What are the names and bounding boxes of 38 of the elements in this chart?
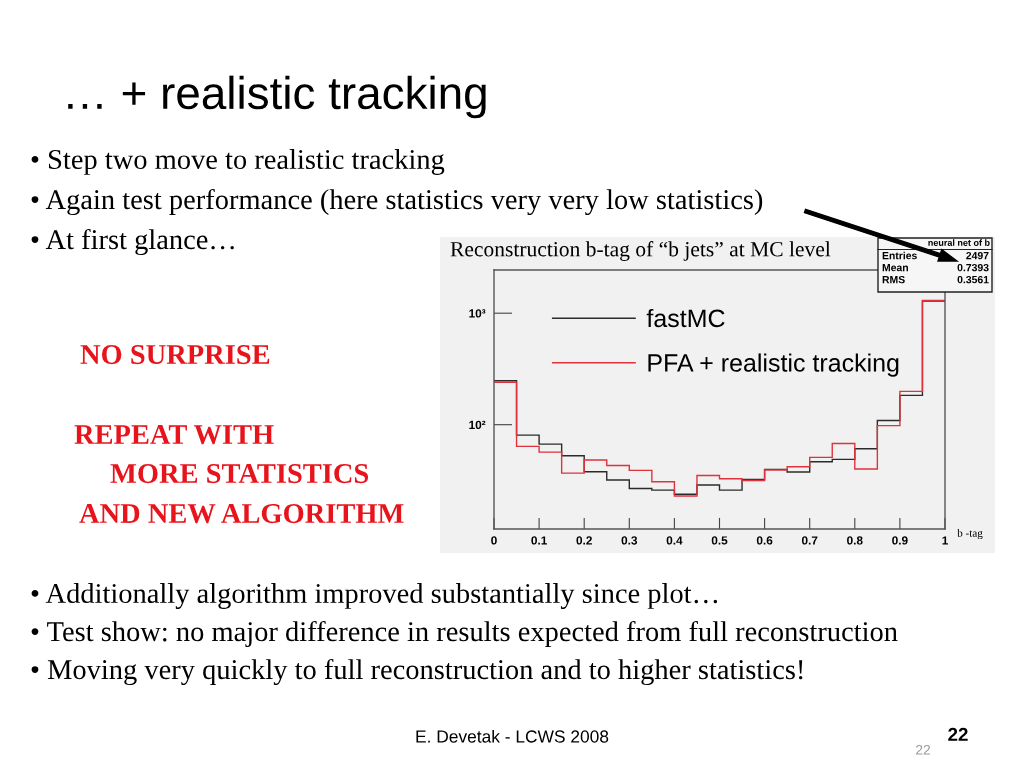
x-tick-label: 0.8 [847,536,863,545]
text: AND NEW ALGORITHM [79,503,404,524]
x-tick-label: 0.5 [711,536,728,545]
annotation: RMS [882,275,905,284]
chart-title: … + realistic tracking [68,75,486,119]
x-tick-label: 1 [942,536,948,545]
text: 0.3561 [957,275,989,284]
x-axis-title: b -tag [957,529,983,540]
text: • Step two move to realistic tracking [31,149,445,175]
text: 0.7393 [957,263,989,272]
text: • Additionally algorithm improved substantially since plot… [31,583,718,609]
x-tick-label: 0 [491,536,497,545]
legend-label: fastMC [646,308,725,328]
x-tick-label: 0.4 [666,536,683,545]
text: MORE STATISTICS [110,463,369,484]
x-tick-label: 0.2 [576,536,592,545]
text: NO SURPRISE [80,344,270,365]
text: Entries [882,251,917,260]
text: • Test show: no major difference in results expected from full reconstruction [31,620,898,648]
y-tick-label: 10² [469,420,486,430]
text: REPEAT WITH [74,425,274,445]
text: neural net of b [928,239,990,246]
legend-label: PFA + realistic tracking [648,353,899,377]
x-tick-label: 0.1 [531,536,547,545]
text: • At first glance… [31,228,234,256]
annotation: Mean [882,264,908,272]
x-tick-label: 0.7 [801,536,818,545]
y-tick-label: 10³ [469,309,486,318]
x-tick-label: 0.3 [621,536,638,545]
text: • Again test performance (here statistics very very low statistics) [31,188,763,216]
text: 22 [915,744,931,755]
x-tick-label: 0.9 [892,536,908,545]
text: • Moving very quickly to full reconstruction and to higher statistics! [31,658,803,686]
text: 22 [948,727,968,741]
text: 2497 [966,251,989,260]
text: E. Devetak - LCWS 2008 [416,729,609,743]
x-tick-label: 0.6 [756,536,773,545]
chart-subtitle: Reconstruction b-tag of “b jets” at MC level [450,241,831,261]
